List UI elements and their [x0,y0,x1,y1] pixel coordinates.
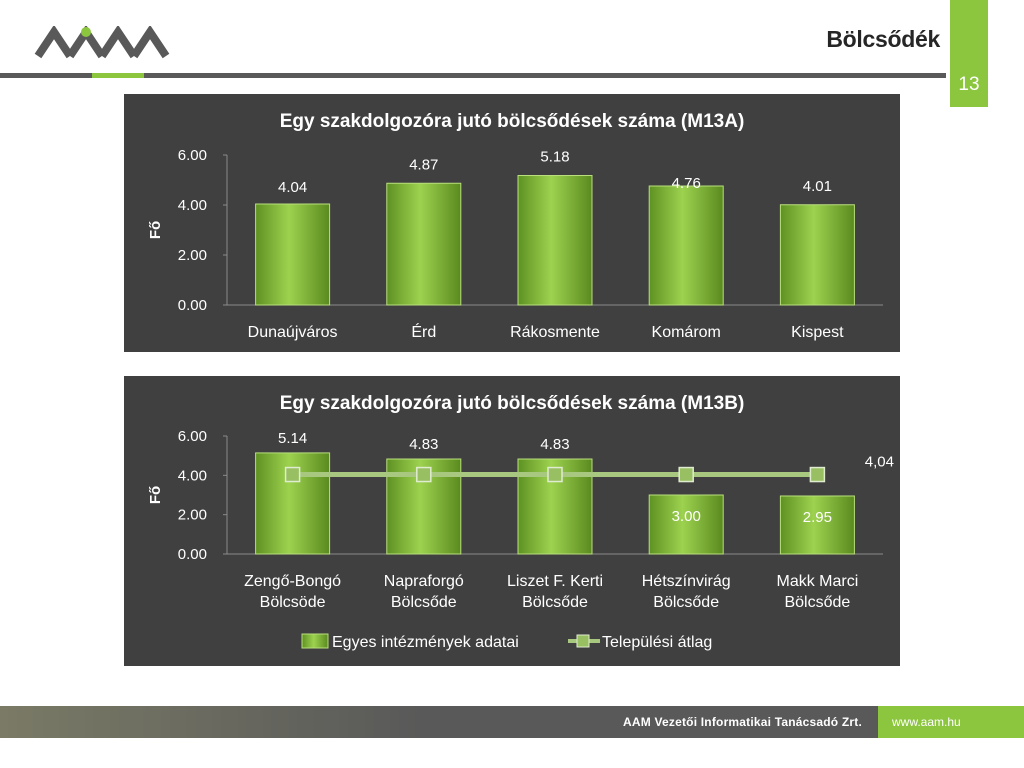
y-tick-label: 0.00 [178,546,207,563]
page-title: Bölcsődék [826,26,940,52]
x-tick-label: Bölcsőde [784,594,850,611]
bar-data-label: 4.01 [803,178,832,195]
bar [386,182,462,306]
y-tick-label: 4.00 [178,197,207,214]
bar-data-label: 4.87 [409,156,438,173]
y-tick-label: 2.00 [178,507,207,524]
footer-gradient [0,706,420,738]
x-tick-label: Kispest [791,324,844,341]
chart-panel-m13a: Egy szakdolgozóra jutó bölcsődések száma… [124,94,900,352]
bar [517,175,593,306]
x-tick-label: Liszet F. Kerti [507,573,603,590]
x-tick-label: Hétszínvirág [642,573,731,590]
bar [779,204,855,306]
bar [648,185,724,306]
chart-title: Egy szakdolgozóra jutó bölcsődések száma… [280,393,745,414]
line-end-label: 4,04 [865,454,894,471]
x-tick-label: Rákosmente [510,324,600,341]
bar-chart-m13b: Egy szakdolgozóra jutó bölcsődések száma… [147,393,894,651]
bar-data-label: 2.95 [803,509,832,526]
logo-underline [92,73,144,78]
legend-bar-swatch [301,633,329,649]
y-axis-label: Fő [147,221,164,239]
bar [648,494,724,555]
legend-line-marker [576,634,590,648]
y-tick-label: 4.00 [178,467,207,484]
y-tick-label: 6.00 [178,147,207,164]
footer-website-box [878,706,1024,738]
x-tick-label: Bölcsőde [391,594,457,611]
bar [255,203,331,306]
x-tick-label: Zengő-Bongó [244,573,341,590]
bar-data-label: 5.14 [278,430,307,447]
legend-bar-label: Egyes intézmények adatai [332,634,519,651]
y-tick-label: 6.00 [178,428,207,445]
footer-website-link[interactable]: www.aam.hu [892,715,961,729]
x-tick-label: Bölcsőde [522,594,588,611]
x-tick-label: Bölcsöde [260,594,326,611]
line-point-marker [547,466,563,483]
x-tick-label: Érd [411,322,436,341]
page-number-tab [950,0,988,107]
y-axis-label: Fő [147,486,164,504]
x-tick-label: Dunaújváros [248,324,338,341]
bar-data-label: 4.76 [672,175,701,192]
page-number: 13 [958,74,980,95]
footer-company: AAM Vezetői Informatikai Tanácsadó Zrt. [623,715,862,729]
line-point-marker [809,466,826,483]
chart-title: Egy szakdolgozóra jutó bölcsődések száma… [280,111,745,132]
y-tick-label: 0.00 [178,297,207,314]
chart-panel-m13b: Egy szakdolgozóra jutó bölcsődések száma… [124,376,900,666]
line-point-marker [284,466,301,483]
x-tick-label: Bölcsőde [653,594,719,611]
x-tick-label: Makk Marci [777,573,859,590]
y-tick-label: 2.00 [178,247,207,264]
line-point-marker [678,466,694,483]
bar-data-label: 4.83 [540,436,569,453]
bar-data-label: 5.18 [540,149,569,166]
legend-line-label: Települési átlag [602,634,712,651]
bar-data-label: 4.04 [278,179,307,196]
aam-logo [34,26,170,59]
header-rule [0,73,946,78]
bar [779,495,855,555]
bar-data-label: 4.83 [409,436,438,453]
bar-data-label: 3.00 [672,508,701,525]
bar-chart-m13a: Egy szakdolgozóra jutó bölcsődések száma… [147,111,883,341]
x-tick-label: Komárom [652,324,721,341]
x-tick-label: Napraforgó [384,573,464,590]
line-point-marker [416,466,432,483]
bar [255,452,331,555]
